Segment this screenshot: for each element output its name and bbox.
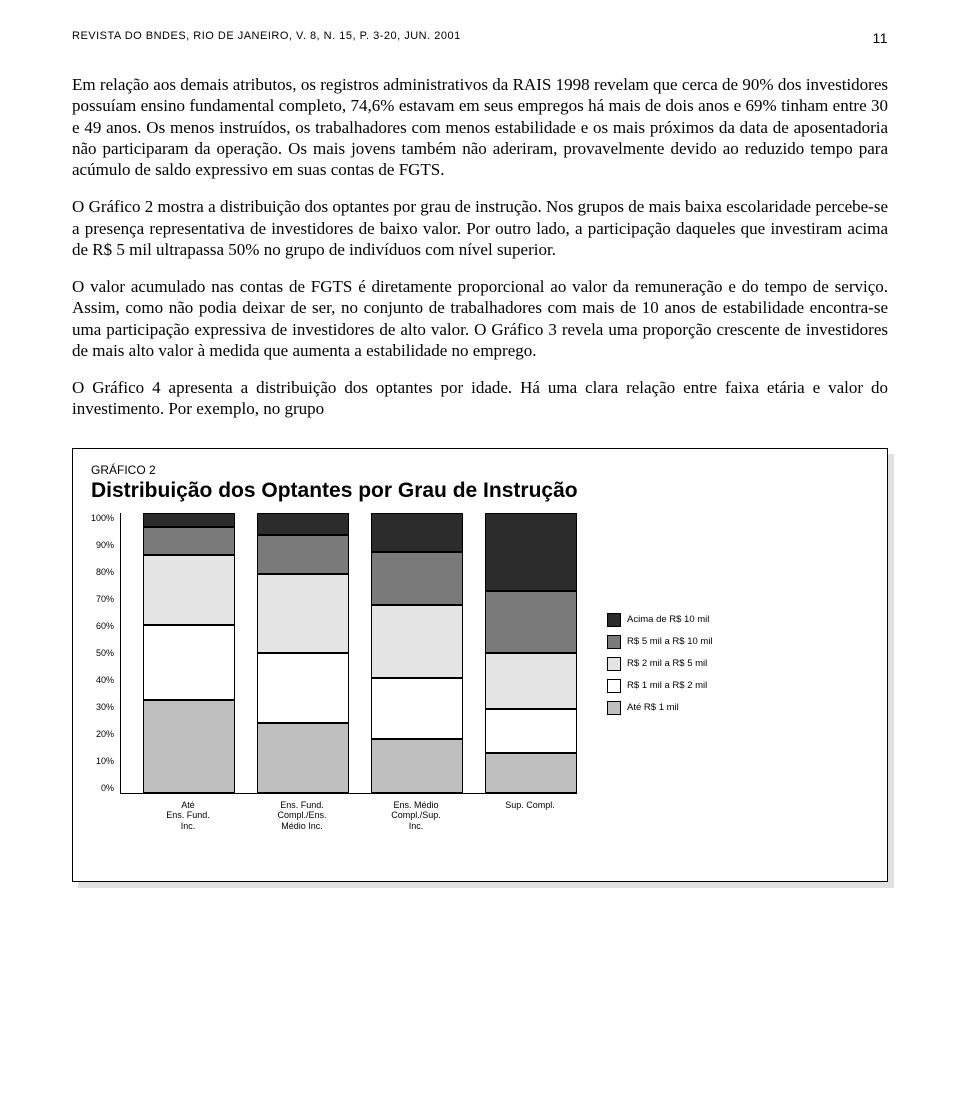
x-label-line: Compl./Sup. (391, 810, 441, 820)
chart-title: Distribuição dos Optantes por Grau de In… (91, 479, 869, 503)
legend-label: Até R$ 1 mil (627, 702, 679, 713)
x-label-line: Ens. Fund. (280, 800, 324, 810)
bar-segment (371, 605, 463, 678)
body-paragraph-4: O Gráfico 4 apresenta a distribuição dos… (72, 377, 888, 420)
bar-segment (143, 555, 235, 625)
bar-segment (257, 535, 349, 574)
bar-segment (371, 678, 463, 740)
legend-swatch (607, 657, 621, 671)
x-label: Até Ens. Fund. Inc. (142, 800, 234, 832)
bar-segment (143, 625, 235, 701)
y-tick: 60% (96, 621, 114, 631)
y-tick: 100% (91, 513, 114, 523)
y-tick: 90% (96, 540, 114, 550)
bars-row (120, 513, 577, 794)
legend: Acima de R$ 10 mil R$ 5 mil a R$ 10 mil R$… (607, 613, 713, 723)
page-number: 11 (872, 30, 888, 46)
page-header: REVISTA DO BNDES, RIO DE JANEIRO, V. 8, … (72, 30, 888, 46)
bar-segment (257, 723, 349, 793)
y-tick: 80% (96, 567, 114, 577)
x-label: Ens. Fund. Compl./Ens. Médio Inc. (256, 800, 348, 832)
legend-swatch (607, 613, 621, 627)
x-label: Ens. Médio Compl./Sup. Inc. (370, 800, 462, 832)
y-tick: 30% (96, 702, 114, 712)
legend-label: R$ 2 mil a R$ 5 mil (627, 658, 707, 669)
bar-segment (371, 552, 463, 605)
bar-column (257, 513, 349, 793)
bar-column (485, 513, 577, 793)
x-label: Sup. Compl. (484, 800, 576, 832)
x-label-line: Sup. Compl. (505, 800, 555, 810)
y-tick: 50% (96, 648, 114, 658)
bar-segment (485, 591, 577, 653)
body-paragraph-1: Em relação aos demais atributos, os regi… (72, 74, 888, 180)
body-paragraph-2: O Gráfico 2 mostra a distribuição dos op… (72, 196, 888, 260)
legend-item: Acima de R$ 10 mil (607, 613, 713, 627)
bar-segment (143, 527, 235, 555)
x-label-line: Médio Inc. (281, 821, 323, 831)
legend-label: R$ 5 mil a R$ 10 mil (627, 636, 713, 647)
legend-swatch (607, 679, 621, 693)
legend-item: R$ 2 mil a R$ 5 mil (607, 657, 713, 671)
legend-label: R$ 1 mil a R$ 2 mil (627, 680, 707, 691)
x-label-line: Ens. Médio (394, 800, 439, 810)
chart-2-container: GRÁFICO 2 Distribuição dos Optantes por … (72, 448, 888, 882)
x-label-line: Ens. Fund. (166, 810, 210, 820)
bar-segment (485, 753, 577, 792)
body-paragraph-3: O valor acumulado nas contas de FGTS é d… (72, 276, 888, 361)
y-tick: 10% (96, 756, 114, 766)
y-axis: 100% 90% 80% 70% 60% 50% 40% 30% 20% 10%… (91, 513, 120, 793)
x-label-line: Inc. (181, 821, 196, 831)
bar-segment (143, 513, 235, 527)
legend-item: R$ 1 mil a R$ 2 mil (607, 679, 713, 693)
chart-card: GRÁFICO 2 Distribuição dos Optantes por … (72, 448, 888, 882)
legend-item: R$ 5 mil a R$ 10 mil (607, 635, 713, 649)
y-tick: 70% (96, 594, 114, 604)
y-tick: 40% (96, 675, 114, 685)
bar-segment (485, 709, 577, 754)
bars-and-x: Até Ens. Fund. Inc. Ens. Fund. Compl./En… (120, 513, 577, 863)
x-label-line: Compl./Ens. (278, 810, 327, 820)
bar-segment (257, 653, 349, 723)
bar-segment (143, 700, 235, 792)
legend-item: Até R$ 1 mil (607, 701, 713, 715)
chart-body: 100% 90% 80% 70% 60% 50% 40% 30% 20% 10%… (91, 513, 869, 863)
chart-label: GRÁFICO 2 (91, 463, 869, 477)
bar-segment (485, 653, 577, 709)
x-label-line: Até (181, 800, 195, 810)
bar-column (143, 513, 235, 793)
legend-swatch (607, 701, 621, 715)
bar-column (371, 513, 463, 793)
bar-segment (485, 513, 577, 591)
bar-segment (371, 513, 463, 552)
bar-segment (371, 739, 463, 792)
bar-segment (257, 574, 349, 652)
bar-segment (257, 513, 349, 535)
y-tick: 0% (101, 783, 114, 793)
journal-citation: REVISTA DO BNDES, RIO DE JANEIRO, V. 8, … (72, 30, 461, 42)
x-axis-labels: Até Ens. Fund. Inc. Ens. Fund. Compl./En… (120, 800, 577, 832)
legend-label: Acima de R$ 10 mil (627, 614, 709, 625)
legend-swatch (607, 635, 621, 649)
x-label-line: Inc. (409, 821, 424, 831)
plot-area: 100% 90% 80% 70% 60% 50% 40% 30% 20% 10%… (91, 513, 577, 863)
y-tick: 20% (96, 729, 114, 739)
